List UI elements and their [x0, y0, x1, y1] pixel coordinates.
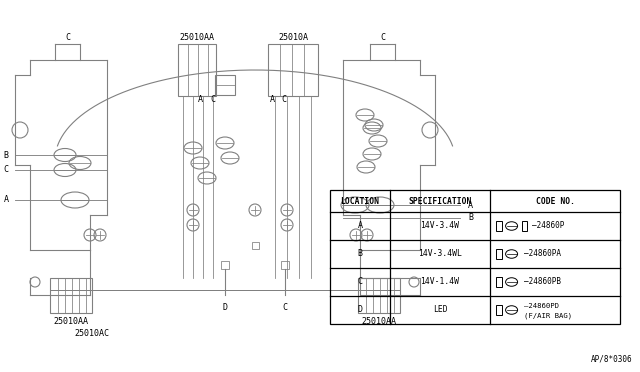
- Text: 14V-1.4W: 14V-1.4W: [420, 278, 460, 286]
- Text: LED: LED: [433, 305, 447, 314]
- Text: A: A: [3, 196, 8, 205]
- Text: A: A: [358, 221, 362, 231]
- Text: 25010A: 25010A: [278, 32, 308, 42]
- Bar: [496, 305, 502, 315]
- Text: D: D: [358, 305, 362, 314]
- Text: LOCATION: LOCATION: [340, 196, 380, 205]
- Text: C: C: [211, 96, 216, 105]
- Text: A: A: [198, 96, 202, 105]
- Bar: [358, 278, 400, 313]
- Text: 25010AA: 25010AA: [54, 317, 88, 327]
- Text: C: C: [358, 278, 362, 286]
- Text: A: A: [468, 201, 473, 209]
- Bar: [215, 75, 235, 95]
- Text: C: C: [3, 166, 8, 174]
- Bar: [178, 44, 216, 96]
- Text: (F/AIR BAG): (F/AIR BAG): [524, 313, 572, 319]
- Text: —24860PB: —24860PB: [524, 278, 561, 286]
- Bar: [281, 261, 289, 269]
- Bar: [496, 221, 502, 231]
- Text: SPECIFICATION: SPECIFICATION: [408, 196, 472, 205]
- Bar: [522, 221, 527, 231]
- Text: 25010AC: 25010AC: [74, 328, 109, 337]
- Bar: [268, 44, 318, 96]
- Text: —24860P: —24860P: [532, 221, 564, 231]
- Text: C: C: [65, 32, 70, 42]
- Bar: [252, 241, 259, 248]
- Text: 25010AA: 25010AA: [179, 32, 214, 42]
- Text: D: D: [223, 302, 227, 311]
- Text: C: C: [282, 302, 287, 311]
- Text: B: B: [468, 214, 473, 222]
- Text: C: C: [381, 32, 385, 42]
- Text: 25010AA: 25010AA: [362, 317, 397, 327]
- Text: —24860PA: —24860PA: [524, 250, 561, 259]
- Text: B: B: [358, 250, 362, 259]
- Text: A: A: [269, 96, 275, 105]
- Text: AP/8*0306: AP/8*0306: [590, 355, 632, 364]
- Bar: [50, 278, 92, 313]
- Text: CODE NO.: CODE NO.: [536, 196, 575, 205]
- Text: B: B: [3, 151, 8, 160]
- Bar: [496, 249, 502, 259]
- Text: —24860PD: —24860PD: [524, 303, 559, 309]
- Bar: [221, 261, 229, 269]
- Bar: [330, 190, 620, 324]
- Bar: [496, 277, 502, 287]
- Text: 14V-3.4WL: 14V-3.4WL: [418, 250, 462, 259]
- Text: C: C: [282, 96, 287, 105]
- Text: 14V-3.4W: 14V-3.4W: [420, 221, 460, 231]
